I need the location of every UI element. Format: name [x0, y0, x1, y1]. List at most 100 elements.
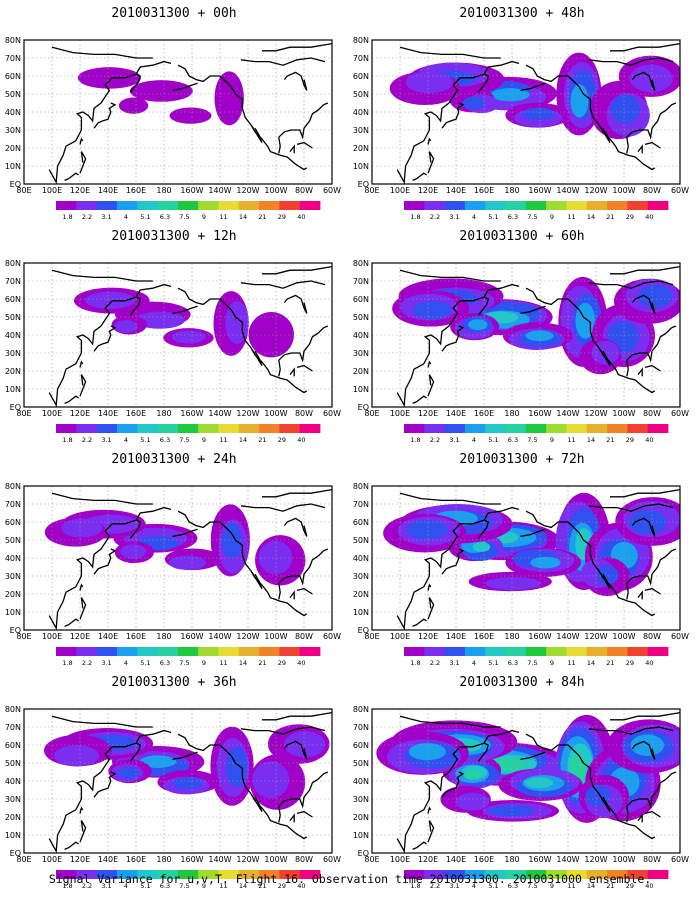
latitude-label: 20N: [5, 590, 21, 599]
colorbar-label: 5.1: [140, 213, 150, 221]
longitude-label: 160E: [126, 855, 146, 864]
longitude-label: 160E: [474, 186, 494, 195]
variance-contour: [169, 107, 212, 124]
longitude-label: 120W: [236, 632, 259, 641]
latitude-label: 70N: [353, 277, 369, 286]
longitude-label: 120E: [418, 632, 438, 641]
latitude-label: 80N: [353, 36, 369, 45]
longitude-label: 60W: [671, 632, 689, 641]
colorbar-swatch: [586, 201, 608, 210]
latitude-label: 50N: [353, 536, 369, 545]
variance-field: [43, 724, 330, 810]
colorbar-label: 6.3: [508, 659, 518, 667]
colorbar-label: 6.3: [160, 213, 170, 221]
latitude-label: 30N: [5, 126, 21, 135]
longitude-label: 140E: [446, 632, 466, 641]
colorbar-label: 3.1: [101, 659, 111, 667]
coastlines: [396, 265, 680, 407]
latitude-label: 40N: [353, 331, 369, 340]
colorbar-swatch: [76, 201, 98, 210]
longitude-label: 160W: [180, 186, 203, 195]
colorbar-swatch: [566, 647, 588, 656]
latitude-label: 80N: [5, 259, 21, 268]
colorbar-swatch: [198, 647, 219, 656]
map-panel: 2010031300 + 48h EQ 10N 20N 30N 40N 50N 60N 70N 8…: [352, 0, 692, 225]
latitude-label: EQ: [10, 180, 21, 189]
colorbar-swatch: [627, 424, 649, 433]
panel-title: 2010031300 + 48h: [459, 6, 585, 21]
colorbar-label: 3.1: [449, 213, 459, 221]
colorbar-swatch: [299, 870, 321, 879]
colorbar-swatch: [444, 647, 466, 656]
variance-map: EQ 10N 20N 30N 40N 50N 60N 70N 80N 80E 100E 120E 140…: [5, 482, 341, 667]
map-frame: [371, 39, 681, 185]
latitude-label: 20N: [5, 367, 21, 376]
longitude-label: 80E: [364, 632, 379, 641]
colorbar-label: 7.5: [179, 436, 189, 444]
longitude-label: 160E: [474, 632, 494, 641]
longitude-label: 80W: [643, 186, 661, 195]
latitude-label: 50N: [5, 536, 21, 545]
colorbar-swatch: [238, 647, 260, 656]
longitude-label: 180: [504, 409, 519, 418]
colorbar-label: 40: [297, 213, 305, 221]
longitude-label: 60W: [323, 186, 341, 195]
latitude-label: 80N: [5, 36, 21, 45]
latitude-label: 80N: [353, 705, 369, 714]
colorbar-swatch: [505, 870, 527, 879]
latitude-label: 70N: [353, 723, 369, 732]
colorbar-swatch: [464, 201, 486, 210]
variance-contour: [637, 285, 673, 308]
panel-title: 2010031300 + 12h: [111, 229, 237, 244]
colorbar-swatch: [259, 201, 280, 210]
latitude-label: 20N: [353, 813, 369, 822]
colorbar: [404, 870, 669, 879]
colorbar-label: 3.1: [449, 659, 459, 667]
latitude-label: 20N: [353, 590, 369, 599]
colorbar-label: 3.1: [101, 436, 111, 444]
colorbar-swatch: [259, 870, 280, 879]
latitude-label: 10N: [5, 162, 21, 171]
colorbar-label: 21: [258, 213, 266, 221]
longitude-label: 100W: [612, 409, 635, 418]
panel-title: 2010031300 + 00h: [111, 6, 237, 21]
longitude-label: 80E: [16, 855, 31, 864]
colorbar-label: 40: [297, 436, 305, 444]
longitude-label: 100W: [264, 855, 287, 864]
colorbar-swatch: [238, 201, 260, 210]
colorbar-swatch: [586, 870, 608, 879]
colorbar-label: 1.8: [410, 436, 420, 444]
longitude-label: 60W: [671, 409, 689, 418]
latitude-label: 50N: [5, 313, 21, 322]
colorbar-swatch: [198, 201, 219, 210]
panel-title: 2010031300 + 84h: [459, 675, 585, 690]
colorbar-swatch: [485, 647, 506, 656]
longitude-label: 140E: [98, 186, 118, 195]
colorbar-swatch: [505, 647, 527, 656]
latitude-label: EQ: [358, 180, 369, 189]
colorbar-label: 29: [278, 882, 286, 890]
colorbar-label: 1.8: [62, 659, 72, 667]
longitude-label: 120W: [584, 186, 607, 195]
latitude-label: 10N: [5, 385, 21, 394]
longitude-label: 60W: [671, 186, 689, 195]
variance-contour: [485, 577, 541, 591]
map-frame: [23, 708, 333, 854]
colorbar-swatch: [76, 424, 98, 433]
colorbar-swatch: [157, 201, 179, 210]
latitude-label: EQ: [358, 403, 369, 412]
colorbar-label: 11: [567, 659, 575, 667]
panel-title: 2010031300 + 72h: [459, 452, 585, 467]
colorbar-swatch: [56, 870, 77, 879]
latitude-label: 50N: [5, 759, 21, 768]
colorbar-label: 11: [567, 436, 575, 444]
latitude-label: 60N: [5, 72, 21, 81]
longitude-label: 140W: [556, 409, 579, 418]
map-frame: [23, 262, 333, 408]
colorbar-label: 9: [550, 213, 554, 221]
latitude-label: 10N: [353, 385, 369, 394]
colorbar-label: 7.5: [527, 882, 537, 890]
colorbar-swatch: [177, 201, 199, 210]
colorbar-swatch: [177, 647, 199, 656]
colorbar-swatch: [96, 647, 118, 656]
